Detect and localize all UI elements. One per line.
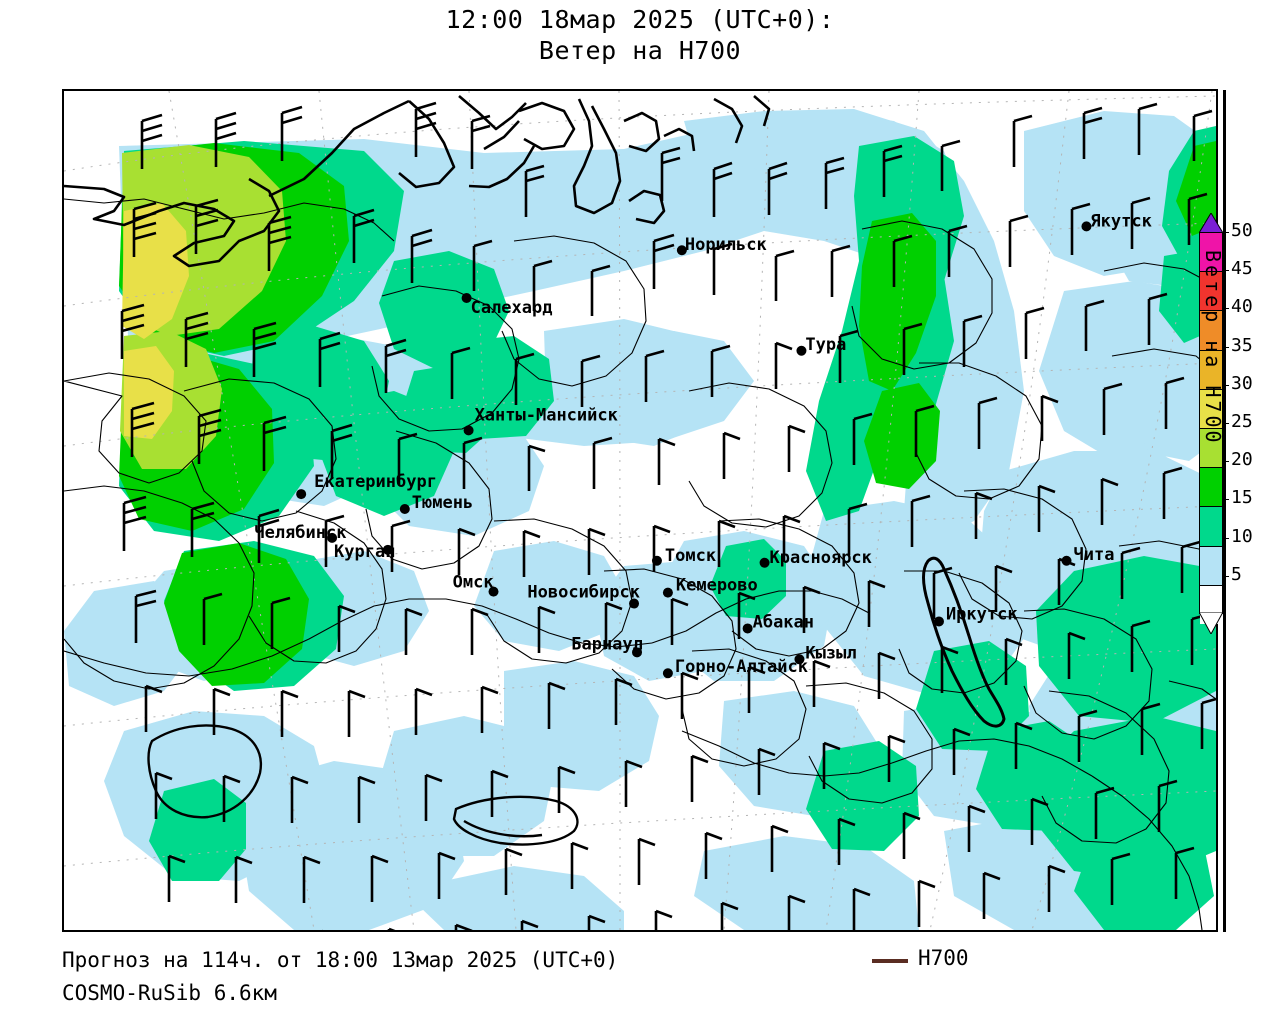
colorbar-tick-10: 10 (1223, 526, 1263, 546)
colorbar-top-arrow (1199, 213, 1223, 233)
city-label: Новосибирск (527, 583, 640, 603)
colorbar-segment-45-50 (1200, 233, 1222, 273)
city-dot (662, 587, 673, 598)
lake-baikal (922, 556, 1006, 728)
colorbar-segment-15-20 (1200, 468, 1222, 508)
colorbar-segments (1199, 232, 1223, 624)
city-label: Красноярск (770, 548, 872, 568)
legend-line-swatch (872, 959, 908, 963)
colorbar-tick-20: 20 (1223, 450, 1263, 470)
city-dot (399, 504, 410, 515)
colorbar-ticks: 5 10 15 20 25 30 35 40 45 50 (1223, 221, 1263, 614)
city-label: Горно-Алтайск (675, 657, 808, 677)
city-label: Иркутск (946, 604, 1018, 624)
legend-label: H700 (918, 946, 969, 970)
city-dot (296, 489, 307, 500)
chart-title: 12:00 18мар 2025 (UTC+0): Ветер на H700 (0, 4, 1280, 66)
city-dot (327, 532, 338, 543)
coastline (64, 95, 771, 268)
city-dot (796, 345, 807, 356)
city-label: Салехард (471, 298, 553, 318)
city-dot (794, 654, 805, 665)
city-label: Курган (334, 542, 395, 562)
title-valid-time: 12:00 18мар 2025 (UTC+0): (445, 5, 835, 34)
colorbar-tick-40: 40 (1223, 297, 1263, 317)
weather-map[interactable]: Якутск Норильск Салехард Тура Ханты-Мансийск… (62, 89, 1218, 932)
city-label: Абакан (753, 612, 814, 632)
city-dot (742, 623, 753, 634)
city-label: Кемерово (676, 576, 758, 596)
colorbar-segment-10-15 (1200, 507, 1222, 547)
map-svg: Якутск Норильск Салехард Тура Ханты-Мансийск… (64, 91, 1216, 930)
city-label: Ханты-Мансийск (475, 405, 618, 425)
wind-barbs (120, 101, 1216, 930)
city-dot (662, 668, 673, 679)
city-dot (632, 647, 643, 658)
city-label: Томск (665, 546, 716, 566)
colorbar-bottom-arrow (1199, 612, 1223, 634)
colorbar-tick-50: 50 (1223, 221, 1263, 241)
city-dot (1061, 555, 1072, 566)
city-dot (461, 293, 472, 304)
colorbar-segment-40-45 (1200, 272, 1222, 312)
city-label: Чита (1073, 545, 1114, 565)
city-label: Кызыл (805, 643, 856, 663)
colorbar-tick-25: 25 (1223, 412, 1263, 432)
colorbar-tick-30: 30 (1223, 373, 1263, 393)
city-dot (1081, 221, 1092, 232)
colorbar-tick-45: 45 (1223, 259, 1263, 279)
city-label: Екатеринбург (314, 472, 437, 492)
city-dot (382, 544, 393, 555)
colorbar-segment-20-25 (1200, 428, 1222, 469)
city-dot (488, 586, 499, 597)
colorbar-segment-25-30 (1200, 389, 1222, 429)
colorbar-tick-5: 5 (1223, 564, 1263, 584)
title-variable: Ветер на H700 (538, 36, 742, 65)
city-label: Норильск (685, 235, 767, 255)
colorbar-tick-15: 15 (1223, 488, 1263, 508)
colorbar[interactable]: 5 10 15 20 25 30 35 40 45 50 (1199, 213, 1253, 634)
city-dot (933, 616, 944, 627)
forecast-info: Прогноз на 114ч. от 18:00 13мар 2025 (UT… (62, 948, 619, 972)
colorbar-segment-5-10 (1200, 546, 1222, 586)
city-label: Челябинск (254, 523, 346, 543)
city-dot (759, 557, 770, 568)
city-label: Тура (805, 335, 846, 355)
city-label: Якутск (1090, 211, 1151, 231)
model-info: COSMO-RuSib 6.6км (62, 981, 277, 1005)
city-dot (629, 598, 640, 609)
city-labels: Якутск Норильск Салехард Тура Ханты-Мансийск… (254, 211, 1152, 677)
colorbar-axis-line (1223, 90, 1226, 932)
city-label: Тюмень (412, 493, 473, 513)
colorbar-label: Ветер на H700 (1201, 250, 1225, 446)
city-dots (296, 221, 1092, 679)
city-label: Барнаул (571, 634, 643, 654)
city-dot (651, 555, 662, 566)
colorbar-segment-30-35 (1200, 350, 1222, 390)
city-dot (676, 245, 687, 256)
colorbar-segment-35-40 (1200, 311, 1222, 351)
city-dot (463, 425, 474, 436)
city-label: Омск (453, 573, 494, 593)
colorbar-tick-35: 35 (1223, 335, 1263, 355)
